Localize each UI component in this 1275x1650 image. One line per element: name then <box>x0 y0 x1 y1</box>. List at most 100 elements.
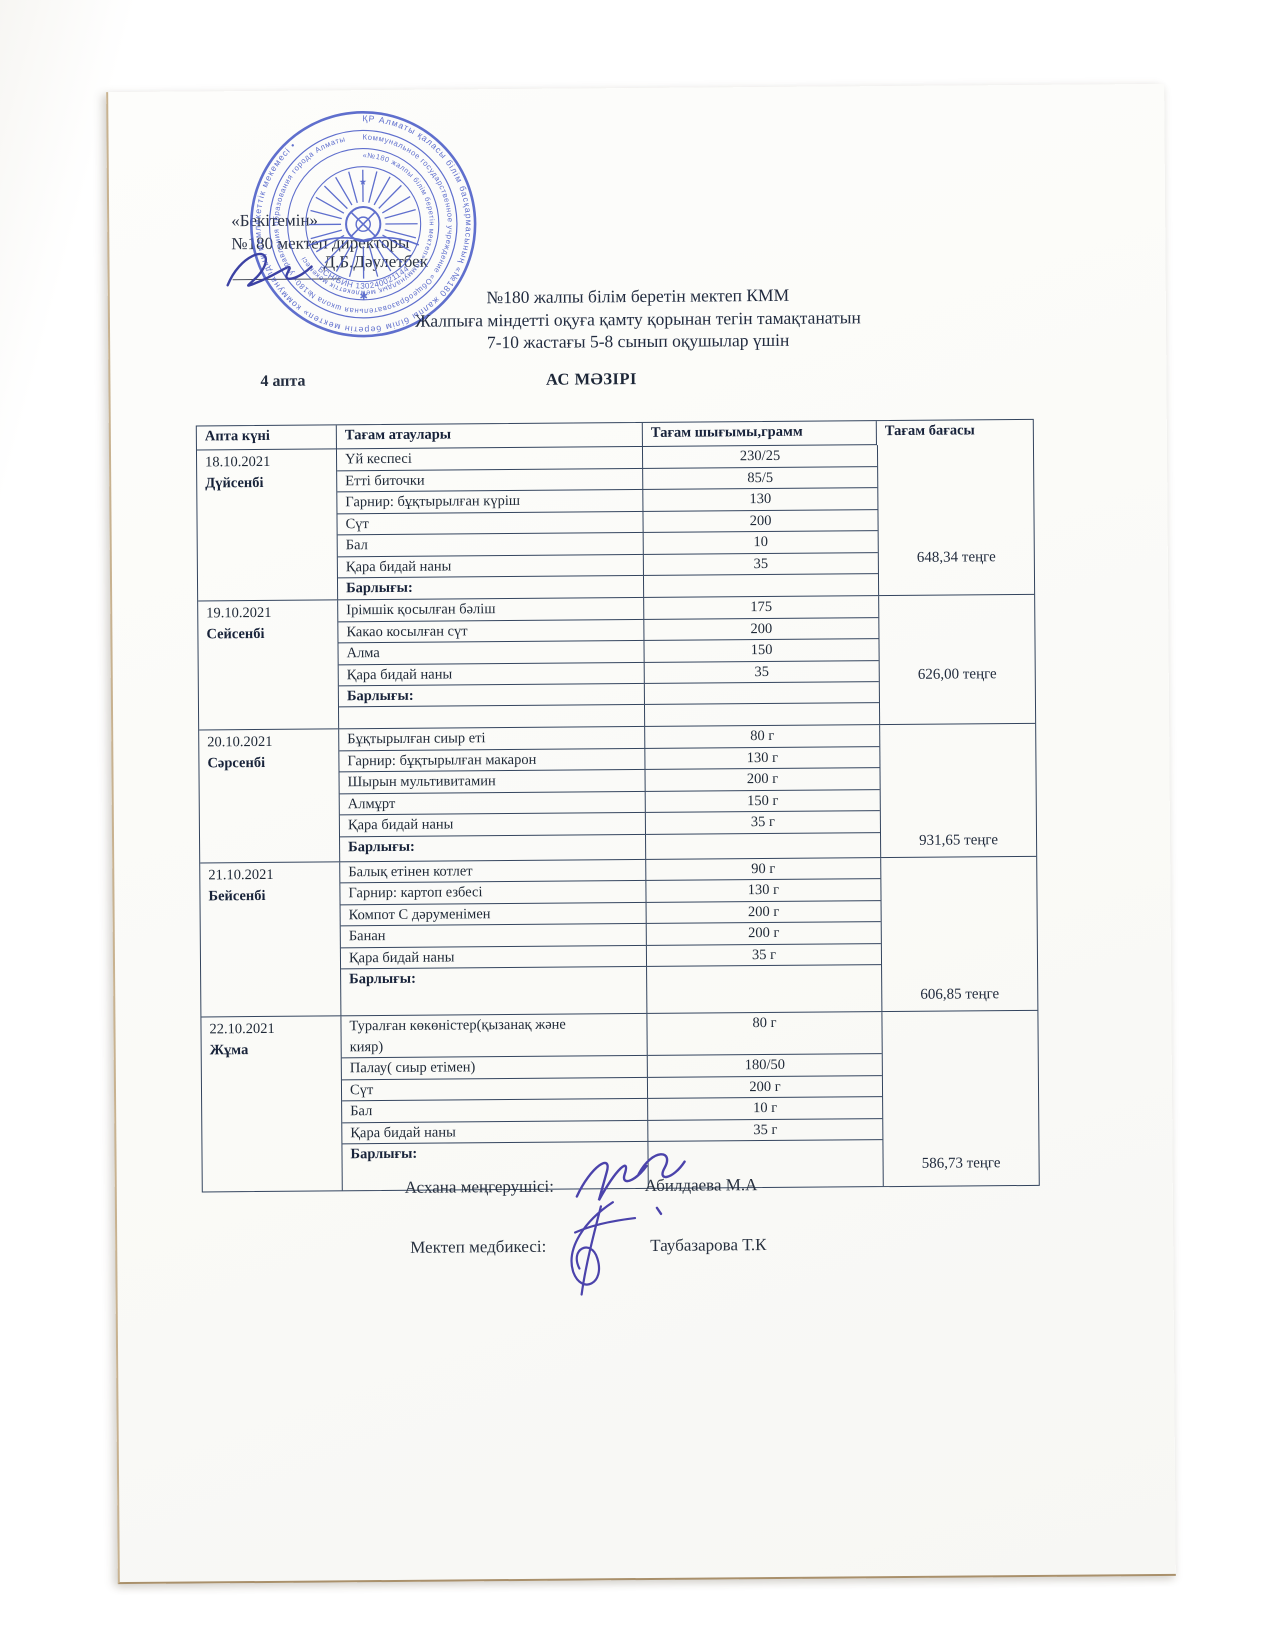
dish-amount: 200 г <box>746 770 779 788</box>
dish-name: Бұқтырылған сиыр еті <box>339 726 646 750</box>
dish-name: Какао косылған сүт <box>338 619 645 643</box>
dish-name: Компот С дәруменімен <box>340 902 647 926</box>
dish-amount: 130 г <box>747 881 780 899</box>
day-dishes: Ірімшік қосылған бәліш 175 Какао косылған … <box>338 596 879 729</box>
school-nurse-signature-icon <box>570 1201 637 1296</box>
school-nurse-name: Таубазарова Т.К <box>650 1235 767 1255</box>
school-nurse-label: Мектеп медбикесі: <box>410 1236 547 1257</box>
dish-name: Гарнир: картоп езбесі <box>340 880 647 904</box>
total-row: Барлығы: <box>341 965 881 1016</box>
dish-amount: 80 г <box>752 1014 777 1032</box>
day-date: 21.10.2021 <box>208 866 274 883</box>
dish-name: Үй кеспесі <box>336 446 644 470</box>
dish-name: Гарнир: бұқтырылған макарон <box>339 748 646 772</box>
day-price-cell: 931,65 теңге <box>879 723 1037 857</box>
day-name: Бейсенбі <box>208 887 266 904</box>
total-label: Барлығы: <box>341 966 648 1016</box>
header-dish: Тағам атаулары <box>336 422 643 450</box>
day-cell: 19.10.2021 Сейсенбі <box>198 600 340 730</box>
day-date: 22.10.2021 <box>209 1020 275 1038</box>
dish-amount: 130 г <box>746 749 779 766</box>
day-dishes: Бұқтырылған сиыр еті 80 г Гарнир: бұқтырыл… <box>339 725 880 861</box>
dish-amount: 150 г <box>747 792 779 809</box>
menu-title: АС МӘЗІРІ <box>545 369 638 389</box>
day-cell: 22.10.2021 Жұма <box>201 1016 343 1192</box>
day-price: 606,85 теңге <box>920 986 1000 1003</box>
dish-name: Бал <box>337 532 644 556</box>
dish-name: Банан <box>340 923 647 947</box>
day-price: 648,34 теңге <box>916 549 996 566</box>
dish-amount: 85/5 <box>747 469 774 486</box>
day-price-cell: 626,00 теңге <box>878 594 1036 725</box>
header-day: Апта күні <box>196 425 337 451</box>
day-cell: 20.10.2021 Сәрсенбі <box>199 729 341 862</box>
dish-amount: 35 г <box>750 813 776 831</box>
spacer-row <box>338 703 879 729</box>
canteen-manager-name: Абилдаева М.А <box>644 1175 758 1195</box>
dish-amount: 175 <box>750 598 773 616</box>
stamp-star-icon: ★ <box>359 177 367 187</box>
dish-name: Етті биточки <box>337 468 644 492</box>
day-cell: 21.10.2021 Бейсенбі <box>200 861 342 1017</box>
total-amount-empty <box>646 833 880 859</box>
dish-name: Ірімшік қосылған бәліш <box>338 597 645 621</box>
dish-name: Туралған көкөністер(қызанақ және кияр) <box>341 1013 648 1058</box>
dish-amount: 80 г <box>750 727 775 745</box>
day-block: 18.10.2021 Дүйсенбі Үй кеспесі 230/25 Етті б… <box>196 443 1035 601</box>
menu-table-days: 18.10.2021 Дүйсенбі Үй кеспесі 230/25 Етті б… <box>196 443 1039 1192</box>
header-amount: Тағам шығымы,грамм <box>642 421 877 447</box>
total-row: Барлығы: <box>337 574 878 600</box>
day-name: Сейсенбі <box>206 625 265 643</box>
dish-name: Қара бидай наны <box>338 662 645 686</box>
canteen-manager-signature-icon <box>575 1153 686 1216</box>
spacer-cell <box>645 703 879 726</box>
dish-name: Қара бидай наны <box>340 945 648 969</box>
dish-amount: 130 <box>749 490 772 508</box>
day-price: 931,65 теңге <box>919 831 999 849</box>
day-date: 18.10.2021 <box>205 453 271 471</box>
dish-amount: 200 <box>749 512 772 529</box>
day-dishes: Балық етінен котлет 90 г Гарнир: картоп ез… <box>340 857 882 1016</box>
day-name: Жұма <box>209 1042 249 1059</box>
total-amount-empty <box>647 965 881 1013</box>
dish-amount: 150 <box>750 641 773 659</box>
dish-name: Алмұрт <box>339 791 646 815</box>
day-price: 586,73 теңге <box>921 1155 1001 1172</box>
total-amount-empty <box>645 682 879 704</box>
dish-amount: 180/50 <box>744 1056 786 1074</box>
day-cell: 18.10.2021 Дүйсенбі <box>196 449 339 601</box>
dish-name: Гарнир: бұқтырылған күріш <box>337 489 644 513</box>
dish-amount: 200 г <box>748 924 780 942</box>
menu-table: Апта күні Тағам атаулары Тағам шығымы,гр… <box>195 418 1040 1193</box>
dish-amount: 10 <box>753 533 769 551</box>
director-signature-icon <box>226 252 313 287</box>
stamp-bottom-star-icon: ✱ <box>360 292 369 303</box>
paper: «Бекітемін» №180 мектеп директоры Д.Б.Дә… <box>106 83 1176 1585</box>
day-price-cell: 648,34 теңге <box>876 443 1035 596</box>
dish-amount: 35 г <box>751 946 777 963</box>
spacer-cell <box>338 704 646 729</box>
day-date: 20.10.2021 <box>207 733 273 751</box>
day-block: 19.10.2021 Сейсенбі Ірімшік қосылған бәліш… <box>198 593 1036 730</box>
week-label: 4 апта <box>260 372 306 390</box>
dish-amount: 200 г <box>749 1078 781 1095</box>
day-dishes: Үй кеспесі 230/25 Етті биточки 85/5 Гарнир: … <box>336 445 878 600</box>
dish-name: Балық етінен котлет <box>340 859 647 883</box>
dish-amount: 200 <box>750 620 773 637</box>
day-name: Сәрсенбі <box>207 754 266 772</box>
day-price: 626,00 теңге <box>917 666 997 683</box>
document-title: №180 жалпы білім беретін мектеп КММ Жалп… <box>110 281 1166 357</box>
total-label: Барлығы: <box>338 683 645 707</box>
total-label: Барлығы: <box>337 575 645 600</box>
dish-name: Сүт <box>337 511 644 535</box>
day-block: 21.10.2021 Бейсенбі Балық етінен котлет 90 … <box>200 855 1038 1017</box>
dish-name: Палау( сиыр етімен) <box>341 1055 648 1079</box>
dish-name: Бал <box>342 1098 649 1122</box>
dish-amount: 35 <box>753 555 769 572</box>
total-label: Барлығы: <box>340 834 647 861</box>
dish-name: Қара бидай наны <box>339 812 646 836</box>
dish-name: Сүт <box>341 1077 649 1101</box>
day-price-cell: 606,85 теңге <box>880 856 1038 1012</box>
dish-name: Шырын мультивитамин <box>339 769 646 793</box>
